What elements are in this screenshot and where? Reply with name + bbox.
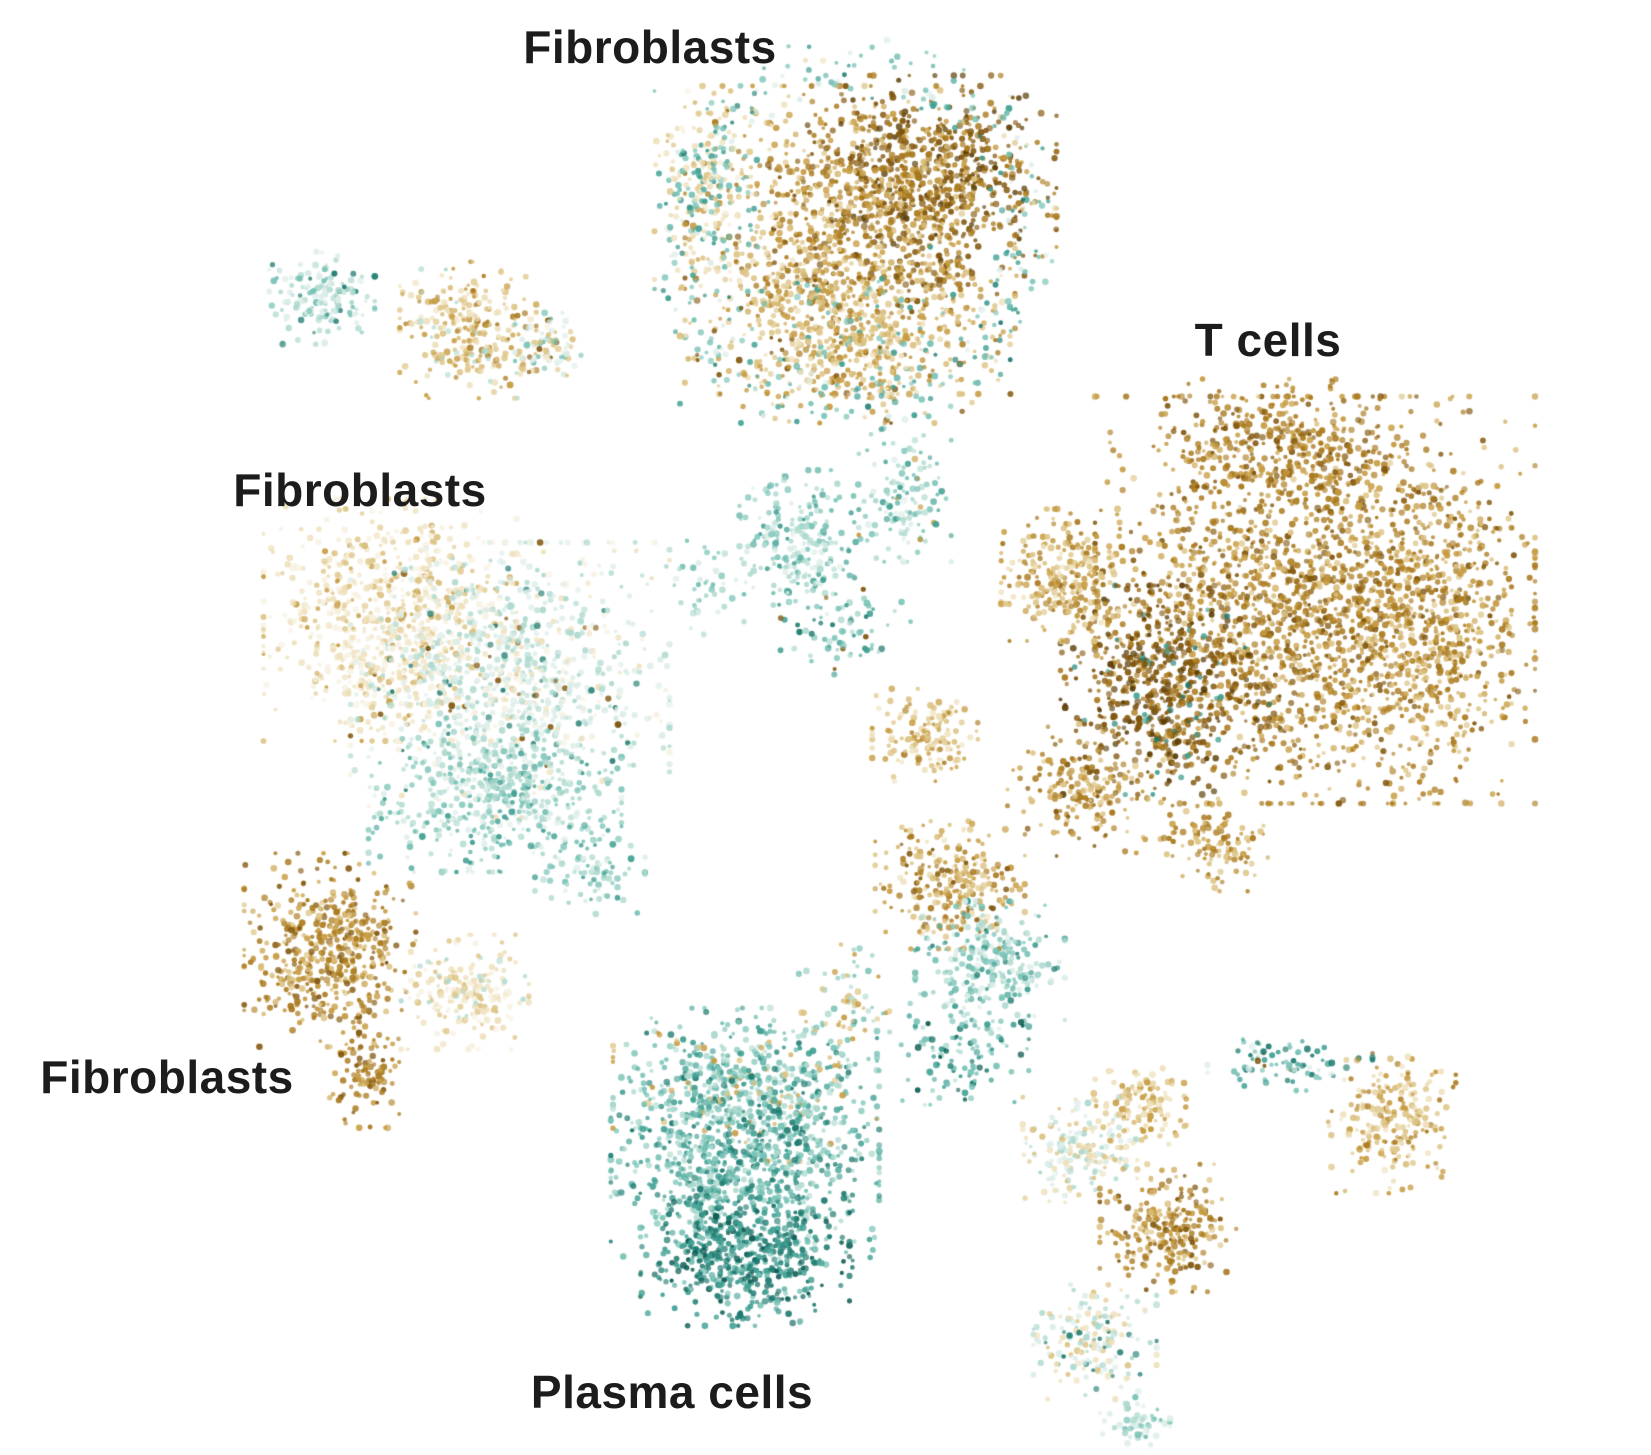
cluster-label-plasma-cells: Plasma cells: [530, 1366, 814, 1418]
cluster-label-fibroblasts-mid: Fibroblasts: [233, 464, 487, 516]
cluster-label-t-cells: T cells: [1194, 314, 1342, 366]
cluster-label-fibroblasts-bottom-left: Fibroblasts: [40, 1051, 294, 1103]
cluster-label-fibroblasts-top: Fibroblasts: [523, 21, 777, 73]
